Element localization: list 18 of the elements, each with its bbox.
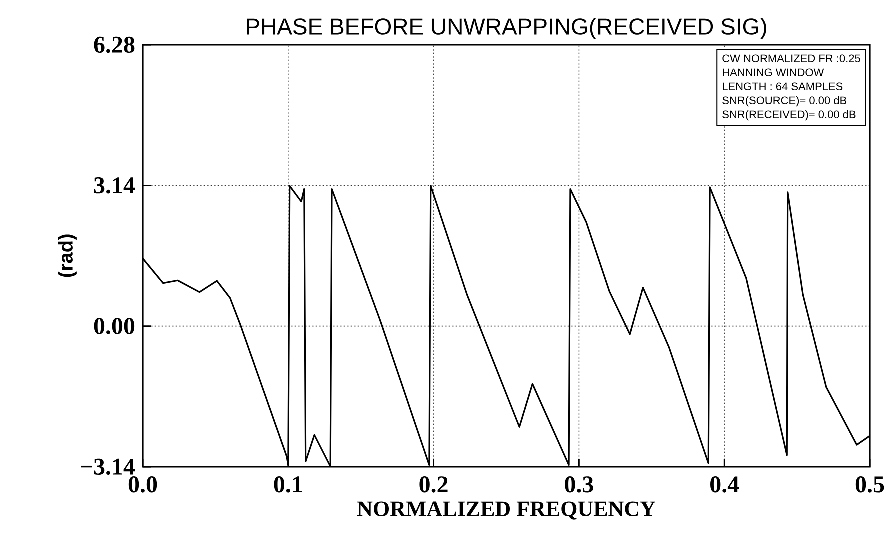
x-axis-title: NORMALIZED FREQUENCY: [358, 502, 656, 520]
annotation: HANNING WINDOW: [723, 68, 824, 77]
y-tick-label: −3.14: [81, 458, 136, 476]
annotation: CW NORMALIZED FR :0.25: [722, 54, 860, 63]
x-tick-label: 0.2: [420, 476, 448, 493]
annotation: SNR(SOURCE)= 0.00 dB: [722, 96, 847, 107]
annotation: SNR(RECEIVED)= 0.00 dB: [722, 110, 856, 121]
chart-title: PHASE BEFORE UNWRAPPING(RECEIVED SIG): [247, 18, 766, 40]
annotation: LENGTH : 64 SAMPLES: [723, 82, 843, 91]
x-tick-label: 0.3: [565, 476, 594, 493]
x-tick-label: 0.5: [856, 476, 884, 493]
x-tick-label: 0.1: [274, 476, 302, 493]
y-tick-label: 3.14: [94, 178, 136, 194]
y-axis-title: (rad): [58, 234, 77, 278]
y-tick-label: 0.00: [94, 318, 135, 334]
y-tick-label: 6.28: [94, 36, 135, 54]
x-tick-label: 0.4: [710, 476, 740, 493]
x-tick-label: 0.0: [128, 476, 158, 493]
